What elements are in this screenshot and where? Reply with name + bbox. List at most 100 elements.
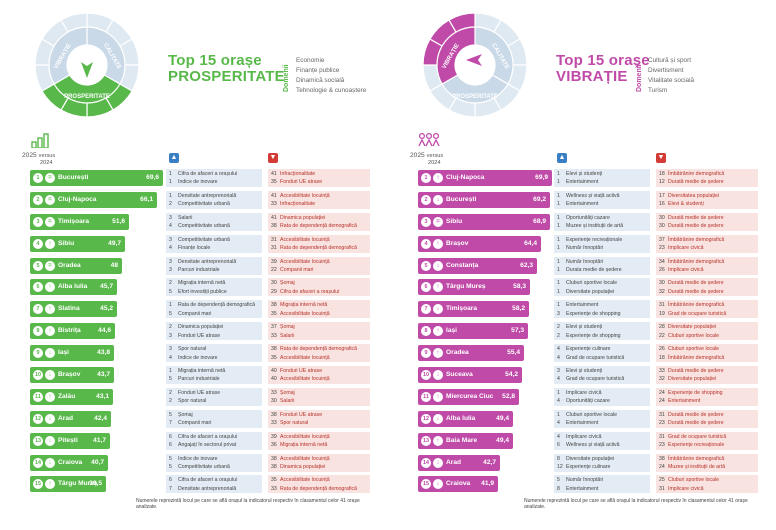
weakness-rank: 37	[659, 236, 665, 243]
weakness-indicator: Grad de ocupare turistică	[668, 310, 727, 317]
weakness-rank: 19	[659, 310, 665, 317]
weaknesses-box: 30 Durată medie de ședere 30 Durată medie d…	[656, 212, 758, 231]
weakness-item: 18 Îmbătrânire demografică	[659, 354, 755, 362]
weakness-rank: 41	[271, 192, 277, 199]
versus-label: versus	[426, 153, 444, 159]
strength-indicator: Experiențe culinare	[566, 346, 611, 353]
strength-indicator: Angajați în sectorul privat	[178, 442, 237, 449]
weakness-indicator: Durată medie de ședere	[668, 368, 724, 375]
weakness-item: 31 Grad de ocupare turistică	[659, 433, 755, 441]
year-comparison: 2025 versus 2024	[410, 152, 443, 167]
score-bar: 2 ↓ București 69,2	[418, 191, 550, 208]
strength-item: 5 Indice de inovare	[169, 455, 259, 463]
city-name: Timișoara	[58, 217, 90, 225]
strengths-box: 5 Șomaj 7 Companii mari	[166, 409, 262, 428]
city-name: București	[446, 195, 477, 203]
strengths-box: 1 Wellness și viață activă 1 Entertainment	[554, 190, 650, 209]
strength-rank: 1	[169, 368, 172, 375]
strength-rank: 7	[169, 420, 172, 427]
weakness-item: 33 Spor natural	[271, 419, 367, 427]
weaknesses-box: 30 Durată medie de ședere 32 Durată medie d…	[656, 278, 758, 297]
thumbs-up-icon: ▲	[169, 153, 179, 163]
weakness-indicator: Accesibilitate locuință	[280, 236, 330, 243]
strength-item: 4 Grad de ocupare turistică	[557, 354, 647, 362]
weakness-item: 38 Rata de dependență demografică	[271, 222, 367, 230]
weakness-rank: 31	[659, 485, 665, 492]
city-row: 7 ↑ Slatina 45,2 1 Rata de dependență demogra…	[30, 298, 370, 320]
domain-item: Cultură și sport	[648, 57, 691, 64]
weakness-indicator: Grad de ocupare turistică	[668, 433, 727, 440]
strength-item: 4 Implicare civică	[557, 433, 647, 441]
wheel-pointer-icon	[81, 62, 93, 78]
weakness-indicator: Șomaj	[280, 280, 295, 287]
strength-rank: 2	[169, 280, 172, 287]
city-row: 4 ↑ Brașov 64,4 1 Experiențe recreaționale 1 Nu…	[418, 233, 758, 255]
weakness-item: 32 Diversitate populației	[659, 375, 755, 383]
score-label: 49,7	[108, 239, 121, 247]
domain-item: Vitalitate socială	[648, 77, 695, 84]
weakness-item: 33 Rata de dependență demografică	[271, 485, 367, 493]
city-row: 14 ↓ Arad 42,7 8 Diversitate populației 12 Expe…	[418, 452, 758, 474]
strength-item: 1 Cluburi sportive locale	[557, 411, 647, 419]
city-row: 4 ↑ Sibiu 49,7 3 Competitivitate urbană 4 Finan…	[30, 233, 370, 255]
weakness-indicator: Implicare civică	[668, 266, 704, 273]
strength-item: 2 Spor natural	[169, 397, 259, 405]
strength-indicator: Parcuri industriale	[178, 376, 220, 383]
strength-indicator: Densitate antreprenorială	[178, 258, 237, 265]
weakness-rank: 35	[271, 354, 277, 361]
domain-item: Economie	[296, 57, 325, 64]
weakness-item: 24 Entertainment	[659, 397, 755, 405]
score-label: 43,7	[97, 371, 110, 379]
score-bar: 9 ↓ Iași 43,8	[30, 345, 114, 362]
rank-badge: 3	[421, 216, 431, 227]
weakness-item: 31 Rata de dependență demografică	[271, 244, 367, 252]
strength-rank: 5	[169, 376, 172, 383]
city-name: Zalău	[58, 392, 76, 400]
strength-rank: 4	[169, 245, 172, 252]
chart-title-line1: Top 15 orașe	[168, 52, 262, 69]
city-row: 2 ↓ București 69,2 1 Wellness și viață activă…	[418, 189, 758, 211]
weakness-item: 26 Implicare civică	[659, 266, 755, 274]
city-row: 3 = Sibiu 68,9 1 Oportunități cazare 1 Muzee și…	[418, 211, 758, 233]
weaknesses-box: 25 Cluburi sportive locale 31 Implicare civ…	[656, 475, 758, 494]
wheel-pillar-label: PROSPERITATE	[64, 94, 110, 100]
weakness-indicator: Migrația internă netă	[280, 442, 328, 449]
weakness-indicator: Diversitate populației	[668, 324, 717, 331]
weakness-item: 35 Accesibilitate locuință	[271, 354, 367, 362]
weakness-indicator: Durată medie de ședere	[668, 288, 724, 295]
weakness-rank: 41	[271, 214, 277, 221]
domains-label: Domenii	[283, 64, 290, 92]
people-celebration-icon	[418, 132, 440, 147]
strength-item: 8 Entertainment	[557, 485, 647, 493]
rank-badge: 13	[421, 435, 431, 446]
weakness-rank: 17	[659, 192, 665, 199]
strength-indicator: Indice de inovare	[178, 455, 218, 462]
weakness-indicator: Experiențe de shopping	[668, 389, 723, 396]
rank-badge: 13	[33, 435, 43, 446]
weakness-indicator: Cluburi sportive locale	[668, 477, 720, 484]
weakness-rank: 18	[659, 354, 665, 361]
score-bar: 1 = București 69,6	[30, 170, 163, 186]
weaknesses-box: 31 Durată medie de ședere 23 Durată medie d…	[656, 409, 758, 428]
thumbs-down-icon: ▼	[268, 153, 278, 163]
weakness-item: 30 Durată medie de ședere	[659, 279, 755, 287]
strength-item: 1 Entertainment	[557, 301, 647, 309]
weakness-indicator: Accesibilitate locuință	[280, 310, 330, 317]
strength-rank: 3	[557, 310, 560, 317]
weakness-item: 30 Șomaj	[271, 279, 367, 287]
city-name: Slatina	[58, 305, 80, 313]
strength-rank: 4	[557, 420, 560, 427]
domain-item: Divertisment	[648, 67, 684, 74]
city-name: Sibiu	[446, 217, 463, 225]
city-row: 6 ↑ Alba Iulia 45,7 2 Migrația internă netă 5 E…	[30, 276, 370, 298]
weakness-item: 31 Îmbătrânire demografică	[659, 301, 755, 309]
score-label: 55,4	[507, 349, 520, 357]
strength-rank: 2	[169, 201, 172, 208]
score-label: 41,7	[93, 436, 106, 444]
strength-rank: 1	[169, 171, 172, 177]
weakness-rank: 31	[659, 302, 665, 309]
city-name: Oradea	[446, 349, 469, 357]
trend-icon: ↓	[433, 370, 443, 381]
